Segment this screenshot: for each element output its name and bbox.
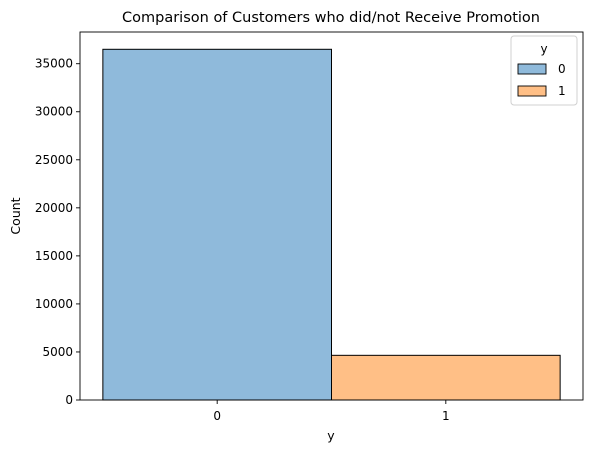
y-tick-label: 10000 bbox=[35, 297, 73, 311]
y-tick-label: 15000 bbox=[35, 249, 73, 263]
plot-frame bbox=[79, 31, 584, 401]
y-tick-label: 20000 bbox=[35, 201, 73, 215]
legend-label-1: 1 bbox=[558, 84, 566, 98]
y-tick-label: 30000 bbox=[35, 105, 73, 119]
legend: y 0 1 bbox=[510, 35, 578, 106]
y-tick-label: 25000 bbox=[35, 153, 73, 167]
y-tick-label: 35000 bbox=[35, 57, 73, 71]
bars-group bbox=[102, 48, 561, 401]
y-axis-label: Count bbox=[8, 197, 23, 234]
legend-title: y bbox=[540, 42, 547, 56]
x-axis-label: y bbox=[327, 428, 335, 443]
x-tick-label: 0 bbox=[213, 409, 221, 423]
chart-title: Comparison of Customers who did/not Rece… bbox=[122, 10, 540, 26]
y-axis: 0 5000 10000 15000 20000 25000 30000 35000 bbox=[35, 57, 80, 407]
bar-0 bbox=[102, 48, 333, 401]
bar-1 bbox=[331, 354, 561, 401]
legend-swatch-1 bbox=[517, 85, 547, 97]
y-tick-label: 5000 bbox=[42, 345, 73, 359]
legend-label-0: 0 bbox=[558, 62, 566, 76]
legend-swatch-0 bbox=[517, 63, 547, 75]
x-tick-label: 1 bbox=[442, 409, 450, 423]
y-tick-label: 0 bbox=[65, 393, 73, 407]
